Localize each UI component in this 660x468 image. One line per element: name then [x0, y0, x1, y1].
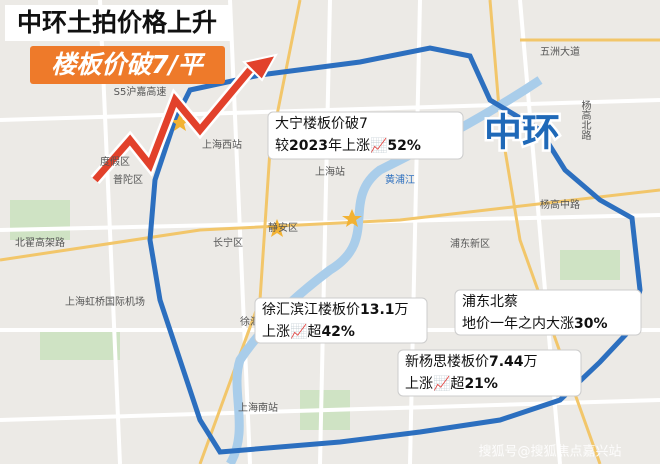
- callout-segment: 万: [524, 354, 538, 370]
- callout-box: [397, 349, 582, 397]
- map-label: 黄浦江: [385, 173, 415, 186]
- callout-text: 上涨📈超42%: [262, 323, 355, 340]
- callout-segment: 大宁楼板价破7: [275, 115, 368, 132]
- callout-segment: 21%: [464, 376, 498, 392]
- callout-text: 较2023年上涨📈52%: [275, 137, 421, 154]
- map-label: 浦东新区: [450, 237, 490, 250]
- callout-segment: 较: [275, 138, 289, 154]
- callout-segment: 年上涨📈: [328, 137, 387, 154]
- ring-label: 中环: [484, 111, 560, 155]
- map-label: 上海站: [315, 165, 345, 178]
- callout-segment: 13.1: [360, 302, 395, 318]
- map-label: 长宁区: [213, 236, 243, 249]
- callout-text: 地价一年之内大涨30%: [462, 316, 608, 332]
- map-label: 五洲大道: [540, 45, 580, 58]
- callout-text: 浦东北蔡: [462, 294, 518, 310]
- headline-badge: [30, 46, 225, 84]
- map-label: 上海西站: [202, 138, 242, 151]
- callout-segment: 30%: [574, 316, 608, 332]
- callout-text: 徐汇滨江楼板价13.1万: [262, 302, 409, 318]
- map-label: 上海南站: [238, 401, 278, 414]
- callout-segment: 上涨📈超: [405, 375, 464, 392]
- stars: [170, 113, 362, 237]
- callout-box: [454, 289, 642, 336]
- map-label: S5沪嘉高速: [114, 85, 167, 98]
- ring-road: [147, 45, 643, 455]
- watermark: 搜狐号@搜狐焦点嘉兴站: [478, 445, 621, 460]
- callout-segment: 地价一年之内大涨: [462, 316, 574, 332]
- map-label: 杨高中路: [540, 198, 580, 211]
- callout-segment: 新杨思楼板价: [405, 354, 489, 370]
- callout-text: 大宁楼板价破7: [275, 115, 368, 132]
- callout-segment: 2023: [289, 138, 328, 154]
- callout-segment: 52%: [387, 138, 421, 154]
- callout-segment: 浦东北蔡: [462, 294, 518, 310]
- callout-box: [254, 297, 428, 344]
- greenery: [10, 200, 620, 430]
- headline: 楼板价破7/平: [51, 50, 206, 79]
- map-label: 杨高北路: [579, 99, 591, 141]
- map-label: 北翟高架路: [15, 236, 65, 249]
- callout-box: [267, 111, 464, 160]
- callout-segment: 7.44: [489, 354, 524, 370]
- callout-text: 新杨思楼板价7.44万: [405, 354, 538, 370]
- map-label: 静安区: [268, 221, 298, 234]
- map-label: 度假区: [100, 155, 130, 168]
- headline-bg: [5, 5, 230, 41]
- callout-segment: 万: [395, 302, 409, 318]
- callout-segment: 42%: [321, 324, 355, 340]
- headline: 中环土拍价格上升: [17, 8, 217, 37]
- callout-segment: 徐汇滨江楼板价: [262, 302, 360, 318]
- map-label: 上海虹桥国际机场: [65, 295, 145, 308]
- map-label: 普陀区: [113, 173, 143, 186]
- callout-segment: 上涨📈超: [262, 323, 321, 340]
- callout-text: 上涨📈超21%: [405, 375, 498, 392]
- trend-arrow: [90, 53, 278, 184]
